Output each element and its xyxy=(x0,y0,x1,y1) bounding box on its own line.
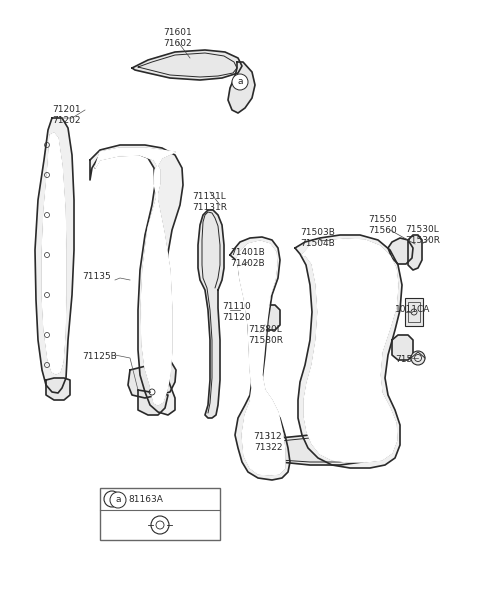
Polygon shape xyxy=(392,335,413,360)
Polygon shape xyxy=(295,235,402,468)
Polygon shape xyxy=(198,210,224,418)
Polygon shape xyxy=(230,237,290,480)
Polygon shape xyxy=(265,433,375,465)
Polygon shape xyxy=(302,239,398,462)
Circle shape xyxy=(232,74,248,90)
Text: 71131L
71131R: 71131L 71131R xyxy=(192,192,227,212)
Circle shape xyxy=(411,351,425,365)
FancyBboxPatch shape xyxy=(405,298,423,326)
Text: a: a xyxy=(237,77,243,86)
Text: 71401B
71402B: 71401B 71402B xyxy=(230,248,265,268)
Polygon shape xyxy=(132,50,242,80)
Circle shape xyxy=(110,492,126,508)
Polygon shape xyxy=(388,238,413,264)
Text: 71503B
71504B: 71503B 71504B xyxy=(300,228,335,248)
Text: 81163A: 81163A xyxy=(128,495,163,504)
Polygon shape xyxy=(35,118,74,393)
Polygon shape xyxy=(128,360,176,398)
Polygon shape xyxy=(42,133,66,374)
Text: a: a xyxy=(115,495,121,504)
Text: 71550
71560: 71550 71560 xyxy=(368,215,397,235)
Text: 71530L
71530R: 71530L 71530R xyxy=(405,225,440,245)
Polygon shape xyxy=(95,148,175,405)
Polygon shape xyxy=(46,378,70,400)
Polygon shape xyxy=(408,235,422,270)
Polygon shape xyxy=(262,305,280,330)
Text: 71135: 71135 xyxy=(82,272,111,281)
Polygon shape xyxy=(138,390,168,415)
Text: 81163A: 81163A xyxy=(145,499,180,508)
Text: 71201
71202: 71201 71202 xyxy=(52,105,81,125)
Polygon shape xyxy=(236,241,285,475)
Circle shape xyxy=(104,491,120,507)
Polygon shape xyxy=(228,62,255,113)
Text: 71601
71602: 71601 71602 xyxy=(164,28,192,48)
Polygon shape xyxy=(90,145,183,415)
Text: 71110
71120: 71110 71120 xyxy=(222,302,251,322)
Text: 71580L
71580R: 71580L 71580R xyxy=(248,325,283,345)
Text: a: a xyxy=(109,495,115,504)
FancyBboxPatch shape xyxy=(100,488,220,540)
Text: 1011CA: 1011CA xyxy=(395,305,431,314)
Text: 71125B: 71125B xyxy=(82,352,117,361)
Text: 71312
71322: 71312 71322 xyxy=(254,432,282,452)
Text: 71531: 71531 xyxy=(395,355,424,364)
